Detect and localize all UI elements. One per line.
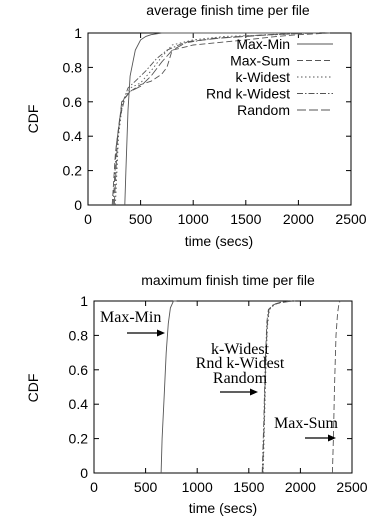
y-tick-label: 1 [80, 293, 88, 309]
series-line-0 [124, 32, 320, 206]
chart-title-average: average finish time per file [146, 2, 310, 18]
x-tick-label: 2000 [285, 479, 316, 495]
annotation-max-sum: Max-Sum [274, 415, 339, 432]
y-tick-label: 0.4 [63, 128, 83, 144]
series-line-4 [331, 300, 341, 474]
legend-label: Max-Min [236, 36, 290, 52]
x-tick-label: 1500 [230, 211, 261, 227]
arrow-max-sum [305, 434, 336, 442]
y-tick-label: 0.6 [63, 94, 83, 110]
x-tick-label: 500 [134, 479, 158, 495]
series-line-3 [262, 300, 293, 474]
legend-label: Random [237, 102, 290, 118]
y-axis-label-maximum: CDF [25, 374, 41, 403]
x-tick-label: 0 [90, 479, 98, 495]
chart-average-finish: average finish time per file 0 0.2 0.4 0.6 0… [25, 2, 367, 249]
y-tick-label: 1 [74, 25, 82, 41]
plot-frame-maximum [93, 300, 353, 474]
y-tick-label: 0.4 [69, 396, 89, 412]
chart-maximum-finish: maximum finish time per file 0 0.2 0.4 0.6 0… [25, 272, 368, 516]
x-axis-label-average: time (secs) [185, 233, 253, 249]
x-tick-label: 2500 [336, 479, 367, 495]
x-tick-label: 2500 [335, 211, 366, 227]
legend-label: k-Widest [236, 69, 291, 85]
annotations-maximum: Max-Min k-Widest Rnd k-Widest Random Max… [100, 309, 339, 442]
series-line-1 [111, 32, 331, 206]
x-axis-label-maximum: time (secs) [189, 500, 257, 516]
y-axis-label-average: CDF [25, 105, 41, 134]
legend-label: Max-Sum [230, 53, 290, 69]
annotation-random: Random [213, 370, 268, 387]
x-tick-label: 500 [129, 211, 153, 227]
x-tick-label: 1000 [182, 479, 213, 495]
annotation-k-widest: k-Widest [211, 341, 270, 358]
annotation-max-min: Max-Min [100, 309, 161, 326]
y-tick-label: 0.2 [69, 431, 89, 447]
x-tick-label: 1000 [178, 211, 209, 227]
y-tick-label: 0.6 [69, 362, 89, 378]
y-tick-label: 0.2 [63, 163, 83, 179]
series-line-4 [113, 32, 315, 206]
y-tick-label: 0.8 [69, 327, 89, 343]
legend-label: Rnd k-Widest [206, 86, 290, 102]
y-tick-label: 0.8 [63, 59, 83, 75]
annotation-rnd-k-widest: Rnd k-Widest [196, 355, 285, 372]
chart-title-maximum: maximum finish time per file [141, 272, 315, 288]
x-tick-label: 2000 [283, 211, 314, 227]
series-line-0 [160, 300, 177, 474]
arrow-k-widest-group [220, 388, 258, 396]
arrow-max-min [127, 329, 165, 337]
y-tick-label: 0 [80, 465, 88, 481]
x-tick-label: 1500 [233, 479, 264, 495]
y-tick-label: 0 [74, 197, 82, 213]
x-tick-label: 0 [84, 211, 92, 227]
